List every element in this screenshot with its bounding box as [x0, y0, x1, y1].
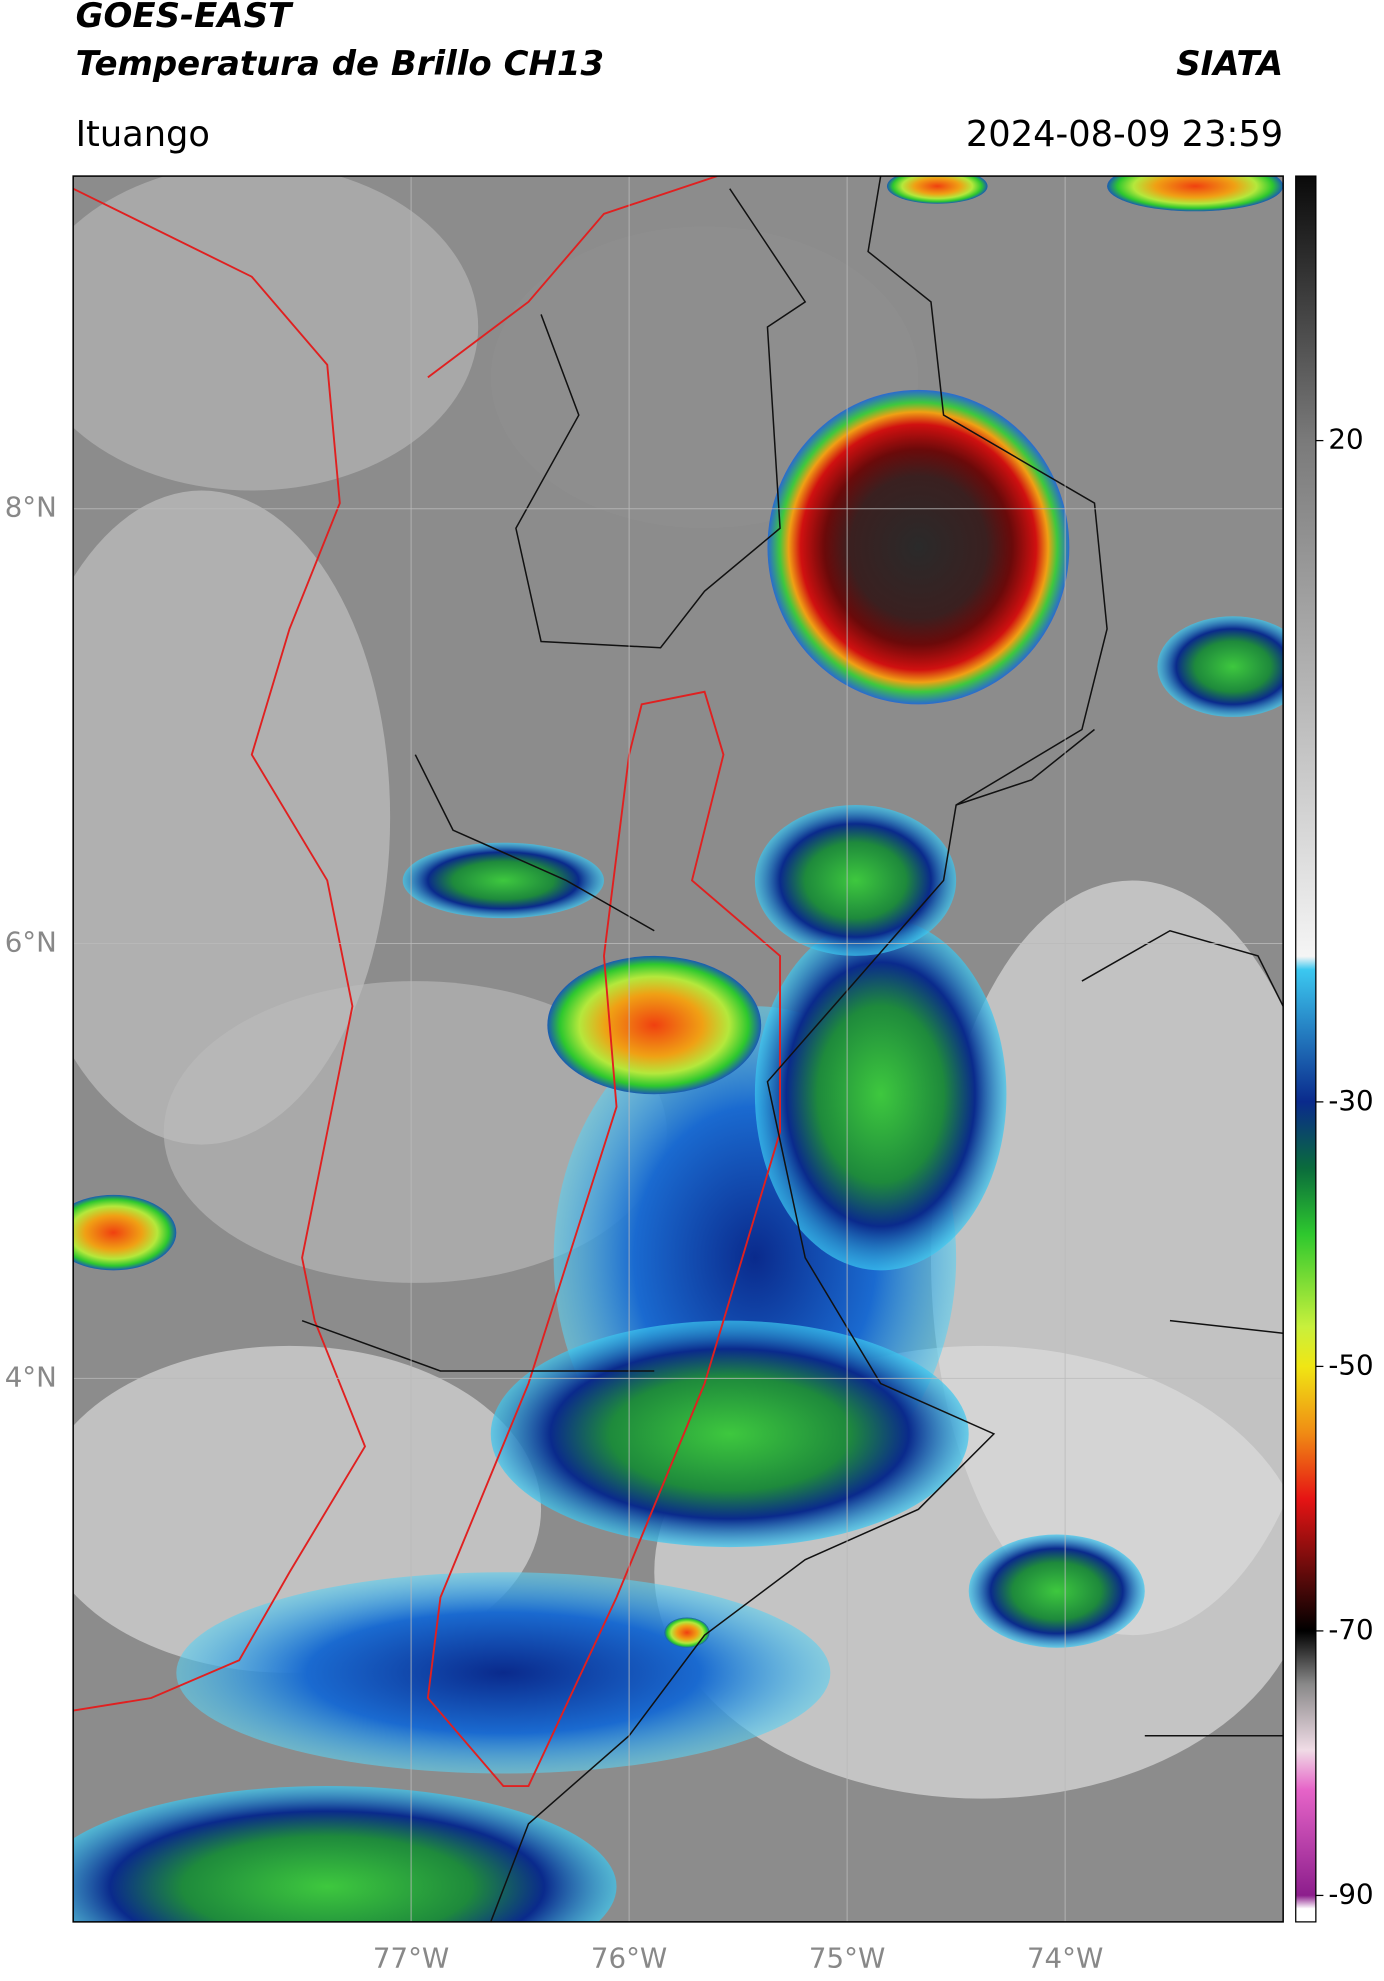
colorbar-tick-label: -70 [1328, 1613, 1373, 1646]
colorbar-tick-label: -30 [1328, 1084, 1373, 1117]
lon-label: 77°W [373, 1942, 449, 1975]
lat-label: 4°N [5, 1360, 57, 1393]
colorbar-tick-label: -90 [1328, 1877, 1373, 1910]
lon-label: 75°W [809, 1942, 885, 1975]
datetime: 2024-08-09 23:59 [966, 114, 1283, 155]
colorbar [1295, 175, 1317, 1923]
lat-label: 6°N [5, 926, 57, 959]
satellite-image [73, 176, 1284, 1922]
organization: SIATA [1176, 44, 1283, 84]
colorbar-tick-label: 20 [1328, 423, 1363, 456]
location: Ituango [76, 114, 210, 155]
colorbar-tick-label: -50 [1328, 1348, 1373, 1381]
title-line1: GOES-EAST [76, 0, 294, 36]
lat-label: 8°N [5, 491, 57, 524]
title-line2: Temperatura de Brillo CH13 [76, 44, 604, 84]
map-frame [72, 175, 1284, 1923]
lon-label: 74°W [1027, 1942, 1103, 1975]
lon-label: 76°W [591, 1942, 667, 1975]
